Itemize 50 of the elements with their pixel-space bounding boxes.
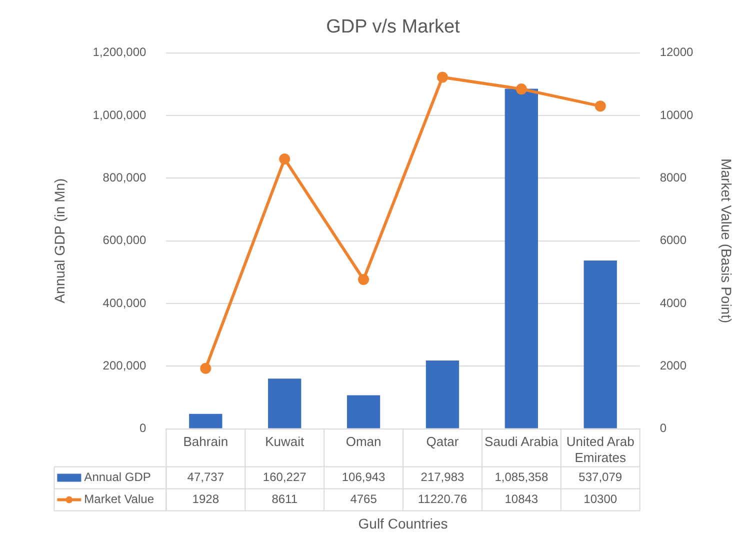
y2-tick-label: 0 bbox=[660, 421, 667, 436]
data-label: 1,085,358 bbox=[494, 470, 548, 484]
y-tick-label: 400,000 bbox=[102, 296, 146, 310]
legend-label: Annual GDP bbox=[84, 470, 151, 484]
bar bbox=[504, 88, 538, 428]
y-tick-label: 1,200,000 bbox=[92, 45, 147, 60]
y-tick-label: 200,000 bbox=[102, 358, 146, 372]
y-tick-label: 1,000,000 bbox=[92, 108, 147, 122]
point bbox=[594, 100, 606, 112]
data-label: 8611 bbox=[272, 492, 298, 506]
x-tick-label: Bahrain bbox=[183, 434, 228, 450]
data-label: 537,079 bbox=[578, 470, 622, 484]
legend-label: Market Value bbox=[84, 492, 154, 506]
y2-tick-label: 12000 bbox=[660, 45, 694, 60]
y2-tick-label: 8000 bbox=[660, 170, 687, 184]
y2-tick-label: 6000 bbox=[660, 233, 687, 248]
x-tick-label: Qatar bbox=[426, 434, 460, 450]
y-tick-label: 0 bbox=[139, 421, 146, 436]
data-label: 47,737 bbox=[187, 470, 224, 484]
y2-axis-title: Market Value (Basis Point) bbox=[718, 158, 735, 324]
point bbox=[200, 362, 212, 374]
y2-tick-label: 10000 bbox=[660, 108, 694, 122]
y-axis-title: Annual GDP (in Mn) bbox=[51, 178, 68, 304]
bar bbox=[426, 360, 460, 428]
data-label: 4765 bbox=[350, 492, 378, 506]
x-tick-label: Oman bbox=[346, 434, 382, 450]
point bbox=[358, 274, 370, 285]
chart-title: GDP v/s Market bbox=[326, 16, 461, 38]
x-tick-label: United Arab Emirates bbox=[566, 434, 634, 465]
bar bbox=[346, 395, 380, 428]
x-tick-label: Saudi Arabia bbox=[484, 434, 560, 450]
data-label: 1928 bbox=[192, 492, 220, 506]
bar bbox=[189, 414, 222, 428]
data-label: 10300 bbox=[584, 492, 618, 506]
y2-tick-label: 2000 bbox=[660, 358, 687, 372]
bar bbox=[584, 260, 617, 428]
data-label: 160,227 bbox=[262, 470, 307, 484]
point bbox=[279, 153, 290, 164]
point bbox=[436, 72, 448, 83]
data-label: 11220.76 bbox=[418, 492, 468, 506]
y2-tick-label: 4000 bbox=[660, 296, 687, 310]
x-tick-label: Kuwait bbox=[265, 434, 304, 450]
bar bbox=[268, 378, 302, 428]
y-tick-label: 800,000 bbox=[102, 170, 146, 184]
data-label: 217,983 bbox=[420, 470, 464, 484]
data-label: 106,943 bbox=[342, 470, 386, 484]
point bbox=[516, 84, 527, 95]
data-label: 10843 bbox=[504, 492, 538, 506]
y-tick-label: 600,000 bbox=[102, 233, 146, 248]
x-axis-title: Gulf Countries bbox=[358, 516, 448, 532]
